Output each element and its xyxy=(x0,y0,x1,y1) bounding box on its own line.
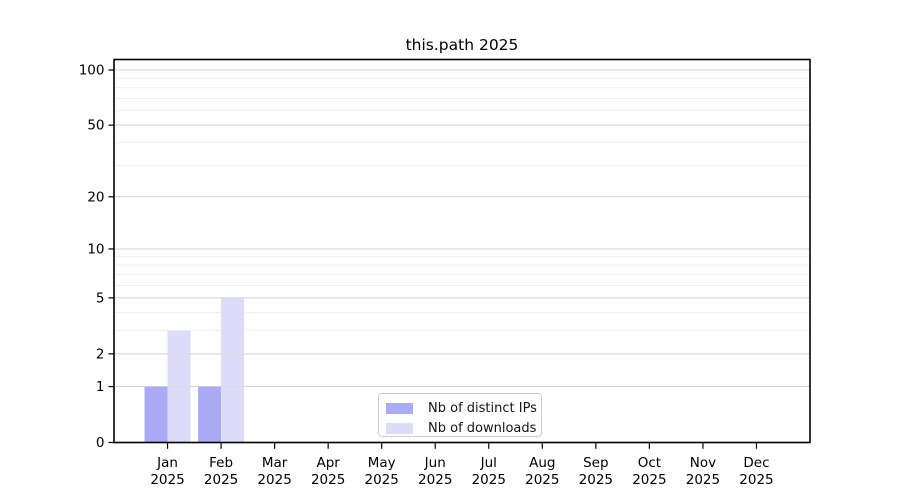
x-tick-label-year-oct: 2025 xyxy=(632,472,666,488)
x-tick-label-year-aug: 2025 xyxy=(525,472,559,488)
legend-swatch-distinct-ips xyxy=(386,402,413,414)
x-tick-label-year-dec: 2025 xyxy=(739,472,773,488)
y-tick-label-50: 50 xyxy=(87,118,104,134)
y-tick-label-5: 5 xyxy=(96,290,105,306)
x-tick-label-month-nov: Nov xyxy=(690,455,716,471)
bar-distinct-ips-jan xyxy=(144,386,168,443)
x-tick-label-month-mar: Mar xyxy=(262,455,288,471)
legend-item-downloads: Nb of downloads xyxy=(386,418,541,438)
y-tick-label-0: 0 xyxy=(96,435,105,451)
x-tick-label-month-feb: Feb xyxy=(209,455,233,471)
x-tick-label-year-sep: 2025 xyxy=(579,472,613,488)
x-tick-label-month-sep: Sep xyxy=(583,455,608,471)
x-tick-label-month-dec: Dec xyxy=(743,455,769,471)
plot-border xyxy=(113,58,811,444)
bar-downloads-jan xyxy=(167,330,191,443)
x-tick-label-year-nov: 2025 xyxy=(686,472,720,488)
x-tick-label-year-apr: 2025 xyxy=(311,472,345,488)
x-tick-label-month-may: May xyxy=(368,455,396,471)
chart-title: this.path 2025 xyxy=(405,36,519,54)
legend-item-distinct-ips: Nb of distinct IPs xyxy=(386,398,541,418)
y-tick-label-100: 100 xyxy=(79,63,105,79)
x-tick-label-year-mar: 2025 xyxy=(257,472,291,488)
x-tick-label-month-apr: Apr xyxy=(316,455,340,471)
x-tick-label-month-jun: Jun xyxy=(424,455,446,471)
y-tick-label-1: 1 xyxy=(96,379,105,395)
x-tick-label-month-jan: Jan xyxy=(156,455,178,471)
legend-label-downloads: Nb of downloads xyxy=(428,420,537,436)
x-tick-label-month-jul: Jul xyxy=(480,455,497,471)
x-tick-label-month-aug: Aug xyxy=(529,455,555,471)
x-tick-label-year-jan: 2025 xyxy=(150,472,184,488)
y-tick-label-10: 10 xyxy=(87,241,104,257)
bar-downloads-feb xyxy=(221,297,245,443)
legend-label-distinct-ips: Nb of distinct IPs xyxy=(428,400,537,416)
y-tick-label-20: 20 xyxy=(87,189,104,205)
x-tick-label-year-may: 2025 xyxy=(365,472,399,488)
legend: Nb of distinct IPs Nb of downloads xyxy=(378,393,542,437)
y-tick-label-2: 2 xyxy=(96,346,105,362)
x-tick-label-year-jun: 2025 xyxy=(418,472,452,488)
x-tick-label-year-feb: 2025 xyxy=(204,472,238,488)
x-tick-label-year-jul: 2025 xyxy=(472,472,506,488)
x-tick-label-month-oct: Oct xyxy=(638,455,661,471)
legend-swatch-downloads xyxy=(386,422,413,434)
bar-distinct-ips-feb xyxy=(198,386,222,443)
